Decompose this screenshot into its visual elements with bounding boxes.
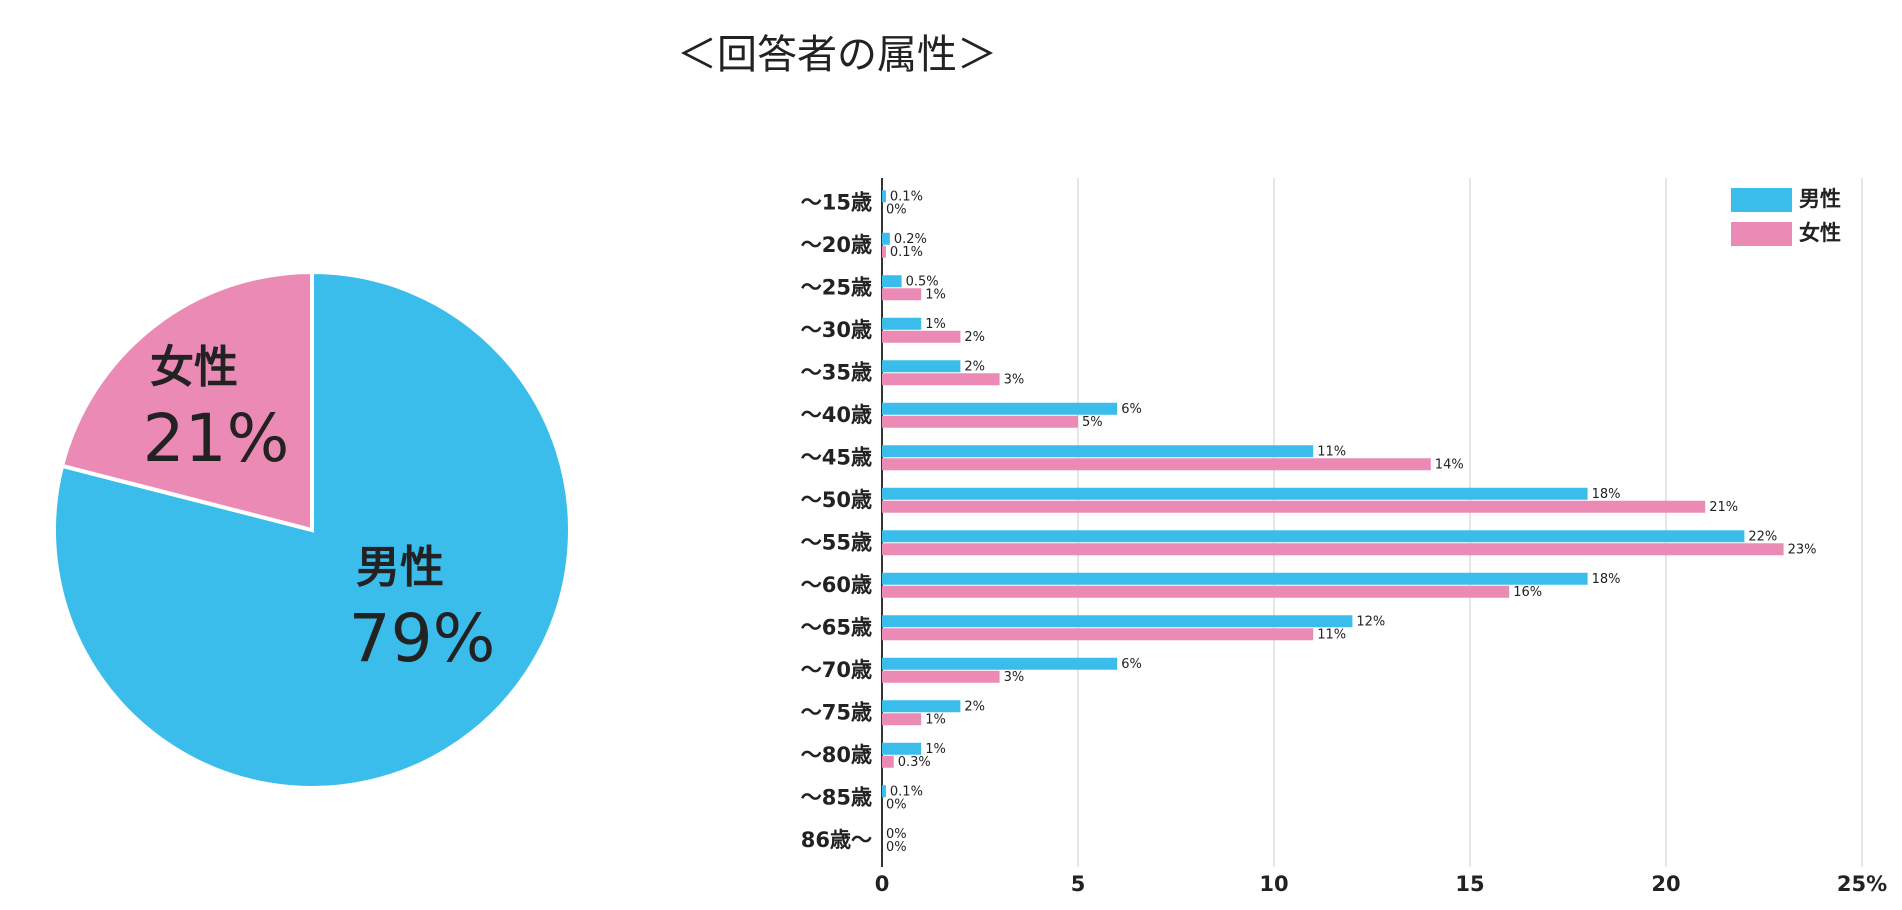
bar <box>882 415 1078 428</box>
value-label: 0% <box>886 840 907 855</box>
bar <box>882 288 922 301</box>
value-label: 0.1% <box>890 189 923 204</box>
bar <box>882 487 1588 500</box>
bar <box>882 628 1314 641</box>
page-title: ＜回答者の属性＞ <box>677 32 997 78</box>
y-tick-label: ～50歳 <box>801 488 872 512</box>
y-tick-label: ～40歳 <box>801 403 872 427</box>
y-tick-label: ～20歳 <box>801 233 872 257</box>
bar <box>882 330 961 343</box>
y-tick-label: ～35歳 <box>801 360 872 384</box>
value-label: 0.1% <box>890 784 923 799</box>
bar <box>882 530 1745 543</box>
value-label: 3% <box>1004 372 1025 387</box>
value-label: 1% <box>925 287 946 302</box>
value-label: 2% <box>964 359 985 374</box>
value-label: 2% <box>964 699 985 714</box>
y-tick-label: ～30歳 <box>801 318 872 342</box>
value-label: 0% <box>886 797 907 812</box>
value-label: 12% <box>1356 614 1385 629</box>
x-tick-label: 0 <box>875 872 890 896</box>
bar <box>882 373 1000 386</box>
slice-label: 女性 <box>150 342 238 393</box>
value-label: 0.2% <box>894 232 927 247</box>
y-tick-label: ～80歳 <box>801 743 872 767</box>
bar <box>882 500 1706 513</box>
value-label: 1% <box>925 317 946 332</box>
x-tick-label: 5 <box>1071 872 1086 896</box>
y-tick-label: ～15歳 <box>801 190 872 214</box>
value-label: 0% <box>886 827 907 842</box>
y-tick-label: 86歳～ <box>801 828 872 852</box>
bar <box>882 275 902 288</box>
y-tick-label: ～85歳 <box>801 785 872 809</box>
pie-slice <box>52 269 572 790</box>
value-label: 1% <box>925 742 946 757</box>
bar <box>882 402 1118 415</box>
value-label: 0.1% <box>890 245 923 260</box>
legend-label: 女性 <box>1799 221 1841 245</box>
bar <box>882 572 1588 585</box>
value-label: 6% <box>1121 657 1142 672</box>
value-label: 6% <box>1121 402 1142 417</box>
bar <box>882 317 922 330</box>
bar <box>882 785 886 798</box>
bar <box>882 245 886 258</box>
value-label: 2% <box>964 330 985 345</box>
value-label: 0.3% <box>898 755 931 770</box>
x-tick-label: 20 <box>1651 872 1680 896</box>
value-label: 1% <box>925 712 946 727</box>
legend-label: 男性 <box>1799 187 1841 211</box>
bar <box>882 700 961 713</box>
pie-slice <box>59 269 314 533</box>
bar <box>882 232 890 245</box>
bar <box>882 670 1000 683</box>
value-label: 16% <box>1513 585 1542 600</box>
bar <box>882 742 922 755</box>
x-tick-label: 10 <box>1259 872 1288 896</box>
bar <box>882 543 1784 556</box>
value-label: 3% <box>1004 670 1025 685</box>
x-tick-label: 15 <box>1455 872 1484 896</box>
value-label: 11% <box>1317 444 1346 459</box>
bar <box>882 190 886 203</box>
bar <box>882 458 1431 471</box>
value-label: 14% <box>1435 457 1464 472</box>
value-label: 18% <box>1592 487 1621 502</box>
y-tick-label: ～70歳 <box>801 658 872 682</box>
bar <box>882 713 922 726</box>
value-label: 0.5% <box>906 274 939 289</box>
bar <box>882 585 1510 598</box>
y-tick-label: ～45歳 <box>801 445 872 469</box>
bar <box>882 615 1353 628</box>
value-label: 22% <box>1748 529 1777 544</box>
value-label: 0% <box>886 202 907 217</box>
legend-swatch <box>1731 222 1792 246</box>
legend-swatch <box>1731 188 1792 212</box>
slice-value: 21% <box>143 400 290 477</box>
x-tick-label: 25% <box>1837 872 1887 896</box>
bar <box>882 360 961 373</box>
value-label: 18% <box>1592 572 1621 587</box>
value-label: 21% <box>1709 500 1738 515</box>
value-label: 11% <box>1317 627 1346 642</box>
y-tick-label: ～65歳 <box>801 615 872 639</box>
bar <box>882 445 1314 458</box>
slice-value: 79% <box>349 600 496 677</box>
y-tick-label: ～60歳 <box>801 573 872 597</box>
slice-label: 男性 <box>356 542 444 593</box>
value-label: 5% <box>1082 415 1103 430</box>
y-tick-label: ～55歳 <box>801 530 872 554</box>
value-label: 23% <box>1788 542 1817 557</box>
y-tick-label: ～75歳 <box>801 700 872 724</box>
bar <box>882 755 894 768</box>
y-tick-label: ～25歳 <box>801 275 872 299</box>
bar <box>882 657 1118 670</box>
